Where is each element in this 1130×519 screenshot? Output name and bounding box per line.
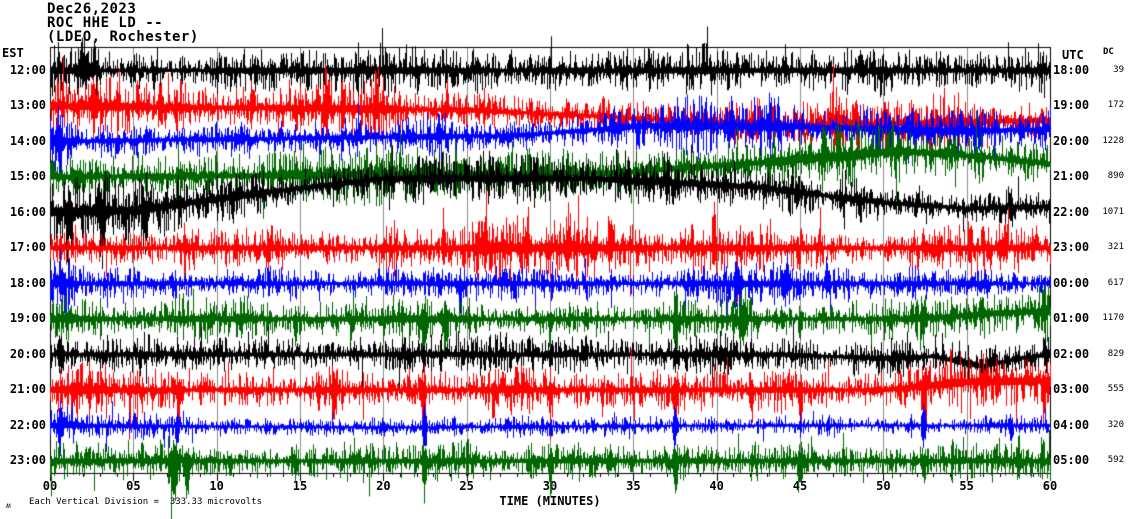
x-tick-label: 05 [126, 479, 141, 493]
dc-value: 617 [1107, 277, 1124, 288]
est-hour-label: 14:00 [9, 133, 46, 148]
est-hour-label: 15:00 [9, 169, 46, 183]
x-tick-label: 10 [209, 479, 224, 493]
dc-value: 321 [1107, 242, 1124, 252]
dc-value: 39 [1113, 64, 1124, 75]
est-hour-label: 17:00 [9, 240, 46, 254]
est-hour-label: 12:00 [9, 62, 46, 77]
station-location-label: (LDEO, Rochester) [47, 29, 199, 45]
est-hour-label: 19:00 [9, 311, 46, 325]
dc-value: 172 [1107, 100, 1124, 110]
x-axis-title: TIME (MINUTES) [499, 494, 601, 508]
x-tick-label: 00 [42, 479, 58, 493]
tiny-logo-mark: ʍ [6, 501, 11, 510]
x-tick-label: 50 [876, 479, 891, 493]
dc-value: 592 [1107, 455, 1124, 465]
date-label: Dec26,2023 [47, 1, 137, 17]
est-hour-label: 13:00 [9, 98, 46, 112]
est-hour-label: 23:00 [9, 453, 46, 467]
station-code-label: ROC HHE LD -- [47, 15, 164, 31]
x-tick-label: 30 [542, 479, 558, 493]
dc-value: 890 [1107, 171, 1124, 181]
dc-value: 1228 [1102, 135, 1124, 146]
est-hour-label: 16:00 [9, 204, 46, 219]
x-tick-label: 15 [292, 479, 308, 493]
est-hour-label: 21:00 [9, 382, 46, 396]
vertical-division-footnote: Each Vertical Division = 333.33 microvol… [29, 497, 262, 507]
dc-value: 555 [1107, 384, 1124, 394]
est-axis-header: EST [2, 46, 24, 60]
x-tick-label: 45 [792, 479, 808, 493]
est-hour-label: 18:00 [9, 275, 46, 290]
dc-value: 320 [1107, 419, 1124, 430]
est-hour-label: 22:00 [9, 417, 46, 432]
utc-axis-header: UTC [1062, 48, 1084, 62]
x-tick-label: 55 [959, 479, 974, 493]
x-tick-label: 60 [1042, 479, 1058, 493]
x-tick-label: 40 [709, 479, 724, 493]
x-tick-label: 25 [459, 479, 474, 493]
x-tick-label: 35 [626, 479, 641, 493]
dc-value: 1170 [1102, 313, 1124, 323]
dc-value: 829 [1107, 348, 1124, 359]
dc-column-header: DC [1103, 47, 1114, 57]
title-block: Dec26,2023 ROC HHE LD -- (LDEO, Rocheste… [47, 2, 199, 44]
x-tick-label: 20 [376, 479, 391, 493]
dc-value: 1071 [1102, 206, 1124, 217]
est-hour-label: 20:00 [9, 346, 46, 361]
